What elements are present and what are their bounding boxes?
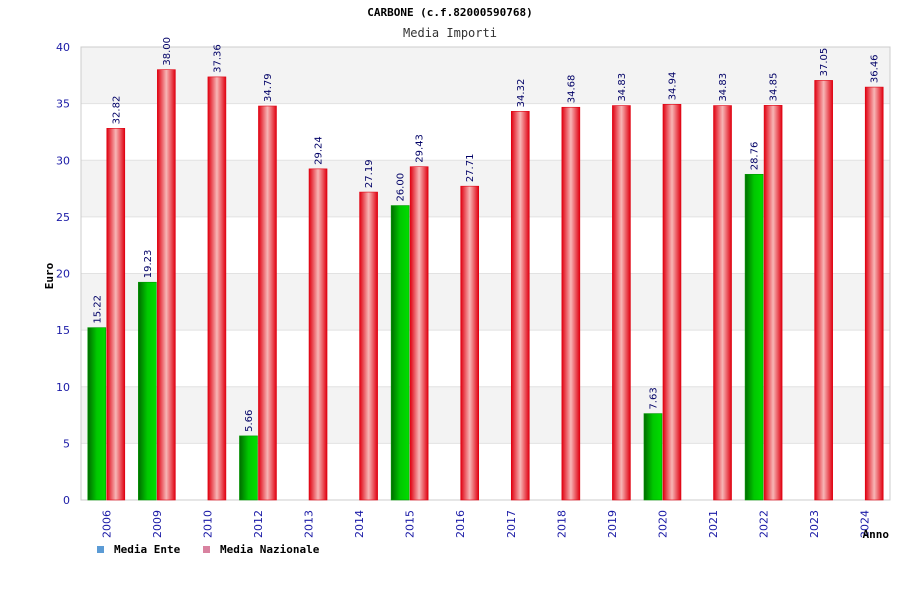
bar-media-ente — [87, 327, 107, 501]
x-tick-label: 2009 — [151, 510, 164, 538]
data-label: 34.68 — [566, 75, 577, 104]
legend: Media Ente Media Nazionale — [97, 543, 320, 556]
data-label: 34.83 — [617, 73, 628, 102]
y-tick-label: 0 — [63, 494, 70, 507]
bar-media-ente — [643, 413, 663, 501]
y-axis-label: Euro — [43, 262, 56, 289]
data-label: 27.19 — [364, 159, 375, 188]
x-tick-label: 2014 — [353, 510, 366, 538]
x-tick-label: 2015 — [404, 510, 417, 538]
x-tick-label: 2022 — [758, 510, 771, 538]
data-label: 5.66 — [244, 410, 255, 432]
x-axis-label: Anno — [863, 528, 890, 541]
bar-media-ente — [744, 173, 764, 501]
bar-media-nazionale — [157, 69, 176, 501]
y-tick-label: 30 — [56, 154, 70, 167]
bar-media-nazionale — [258, 105, 277, 501]
x-tick-label: 2016 — [454, 510, 467, 538]
bar-media-nazionale — [561, 106, 581, 501]
plot-border — [80, 46, 891, 501]
legend-label-media-nazionale: Media Nazionale — [220, 543, 320, 556]
bar-media-nazionale — [864, 86, 884, 501]
y-tick-label: 20 — [56, 268, 70, 281]
data-label: 37.05 — [819, 48, 830, 77]
data-label: 19.23 — [143, 250, 154, 279]
data-label: 34.94 — [667, 72, 678, 101]
bar-media-nazionale — [612, 105, 631, 501]
bar-media-nazionale — [460, 185, 480, 501]
bar-media-nazionale — [814, 80, 833, 501]
bar-media-nazionale — [713, 105, 732, 501]
x-tick-label: 2023 — [808, 510, 821, 538]
bar-media-nazionale — [510, 111, 530, 501]
y-axis-ticks: 0 5 10 15 20 25 30 35 40 — [56, 41, 70, 507]
x-axis-ticks: 2006 2009 2010 2012 2013 2014 2015 2016 2017 2018… — [100, 510, 871, 538]
data-labels: 15.22 32.82 19.23 38.00 37.36 5.66 34.79 29.24 2… — [92, 37, 880, 432]
y-tick-label: 40 — [56, 41, 70, 54]
y-tick-label: 25 — [56, 211, 70, 224]
bars — [87, 69, 884, 501]
x-tick-label: 2013 — [303, 510, 316, 538]
x-tick-label: 2019 — [606, 510, 619, 538]
bar-media-nazionale — [763, 105, 783, 501]
bar-media-nazionale — [359, 191, 378, 501]
y-tick-label: 15 — [56, 324, 70, 337]
data-label: 28.76 — [750, 142, 761, 171]
data-label: 34.85 — [769, 73, 780, 102]
bar-media-ente — [390, 205, 410, 501]
bar-media-nazionale — [409, 166, 429, 501]
y-tick-label: 5 — [63, 437, 70, 450]
x-tick-label: 2021 — [707, 510, 720, 538]
data-label: 26.00 — [396, 173, 407, 202]
legend-swatch-media-nazionale — [203, 546, 210, 553]
x-tick-label: 2018 — [555, 510, 568, 538]
data-label: 38.00 — [162, 37, 173, 66]
data-label: 27.71 — [465, 154, 476, 183]
data-label: 34.79 — [263, 73, 274, 102]
x-tick-label: 2017 — [505, 510, 518, 538]
bar-media-nazionale — [207, 76, 227, 501]
bar-media-ente — [239, 435, 258, 501]
y-tick-label: 10 — [56, 381, 70, 394]
data-label: 7.63 — [648, 387, 659, 409]
data-label: 37.36 — [212, 44, 223, 73]
y-tick-label: 35 — [56, 98, 70, 111]
bar-media-nazionale — [308, 168, 328, 501]
legend-swatch-media-ente — [97, 546, 104, 553]
chart-subtitle: Media Importi — [403, 26, 497, 40]
data-label: 29.24 — [314, 136, 325, 165]
x-tick-label: 2020 — [656, 510, 669, 538]
data-label: 15.22 — [92, 295, 103, 324]
x-tick-label: 2010 — [201, 510, 214, 538]
x-tick-label: 2012 — [252, 510, 265, 538]
chart-title: CARBONE (c.f.82000590768) — [367, 6, 533, 19]
data-label: 32.82 — [111, 96, 122, 125]
x-tick-label: 2006 — [100, 510, 113, 538]
data-label: 34.32 — [516, 79, 527, 108]
bar-media-nazionale — [662, 104, 682, 501]
bar-media-nazionale — [106, 128, 126, 501]
data-label: 29.43 — [415, 134, 426, 163]
legend-label-media-ente: Media Ente — [114, 543, 181, 556]
bar-media-ente — [138, 281, 157, 501]
data-label: 36.46 — [870, 54, 881, 83]
x-tick-label: 2024 — [859, 510, 872, 538]
data-label: 34.83 — [718, 73, 729, 102]
